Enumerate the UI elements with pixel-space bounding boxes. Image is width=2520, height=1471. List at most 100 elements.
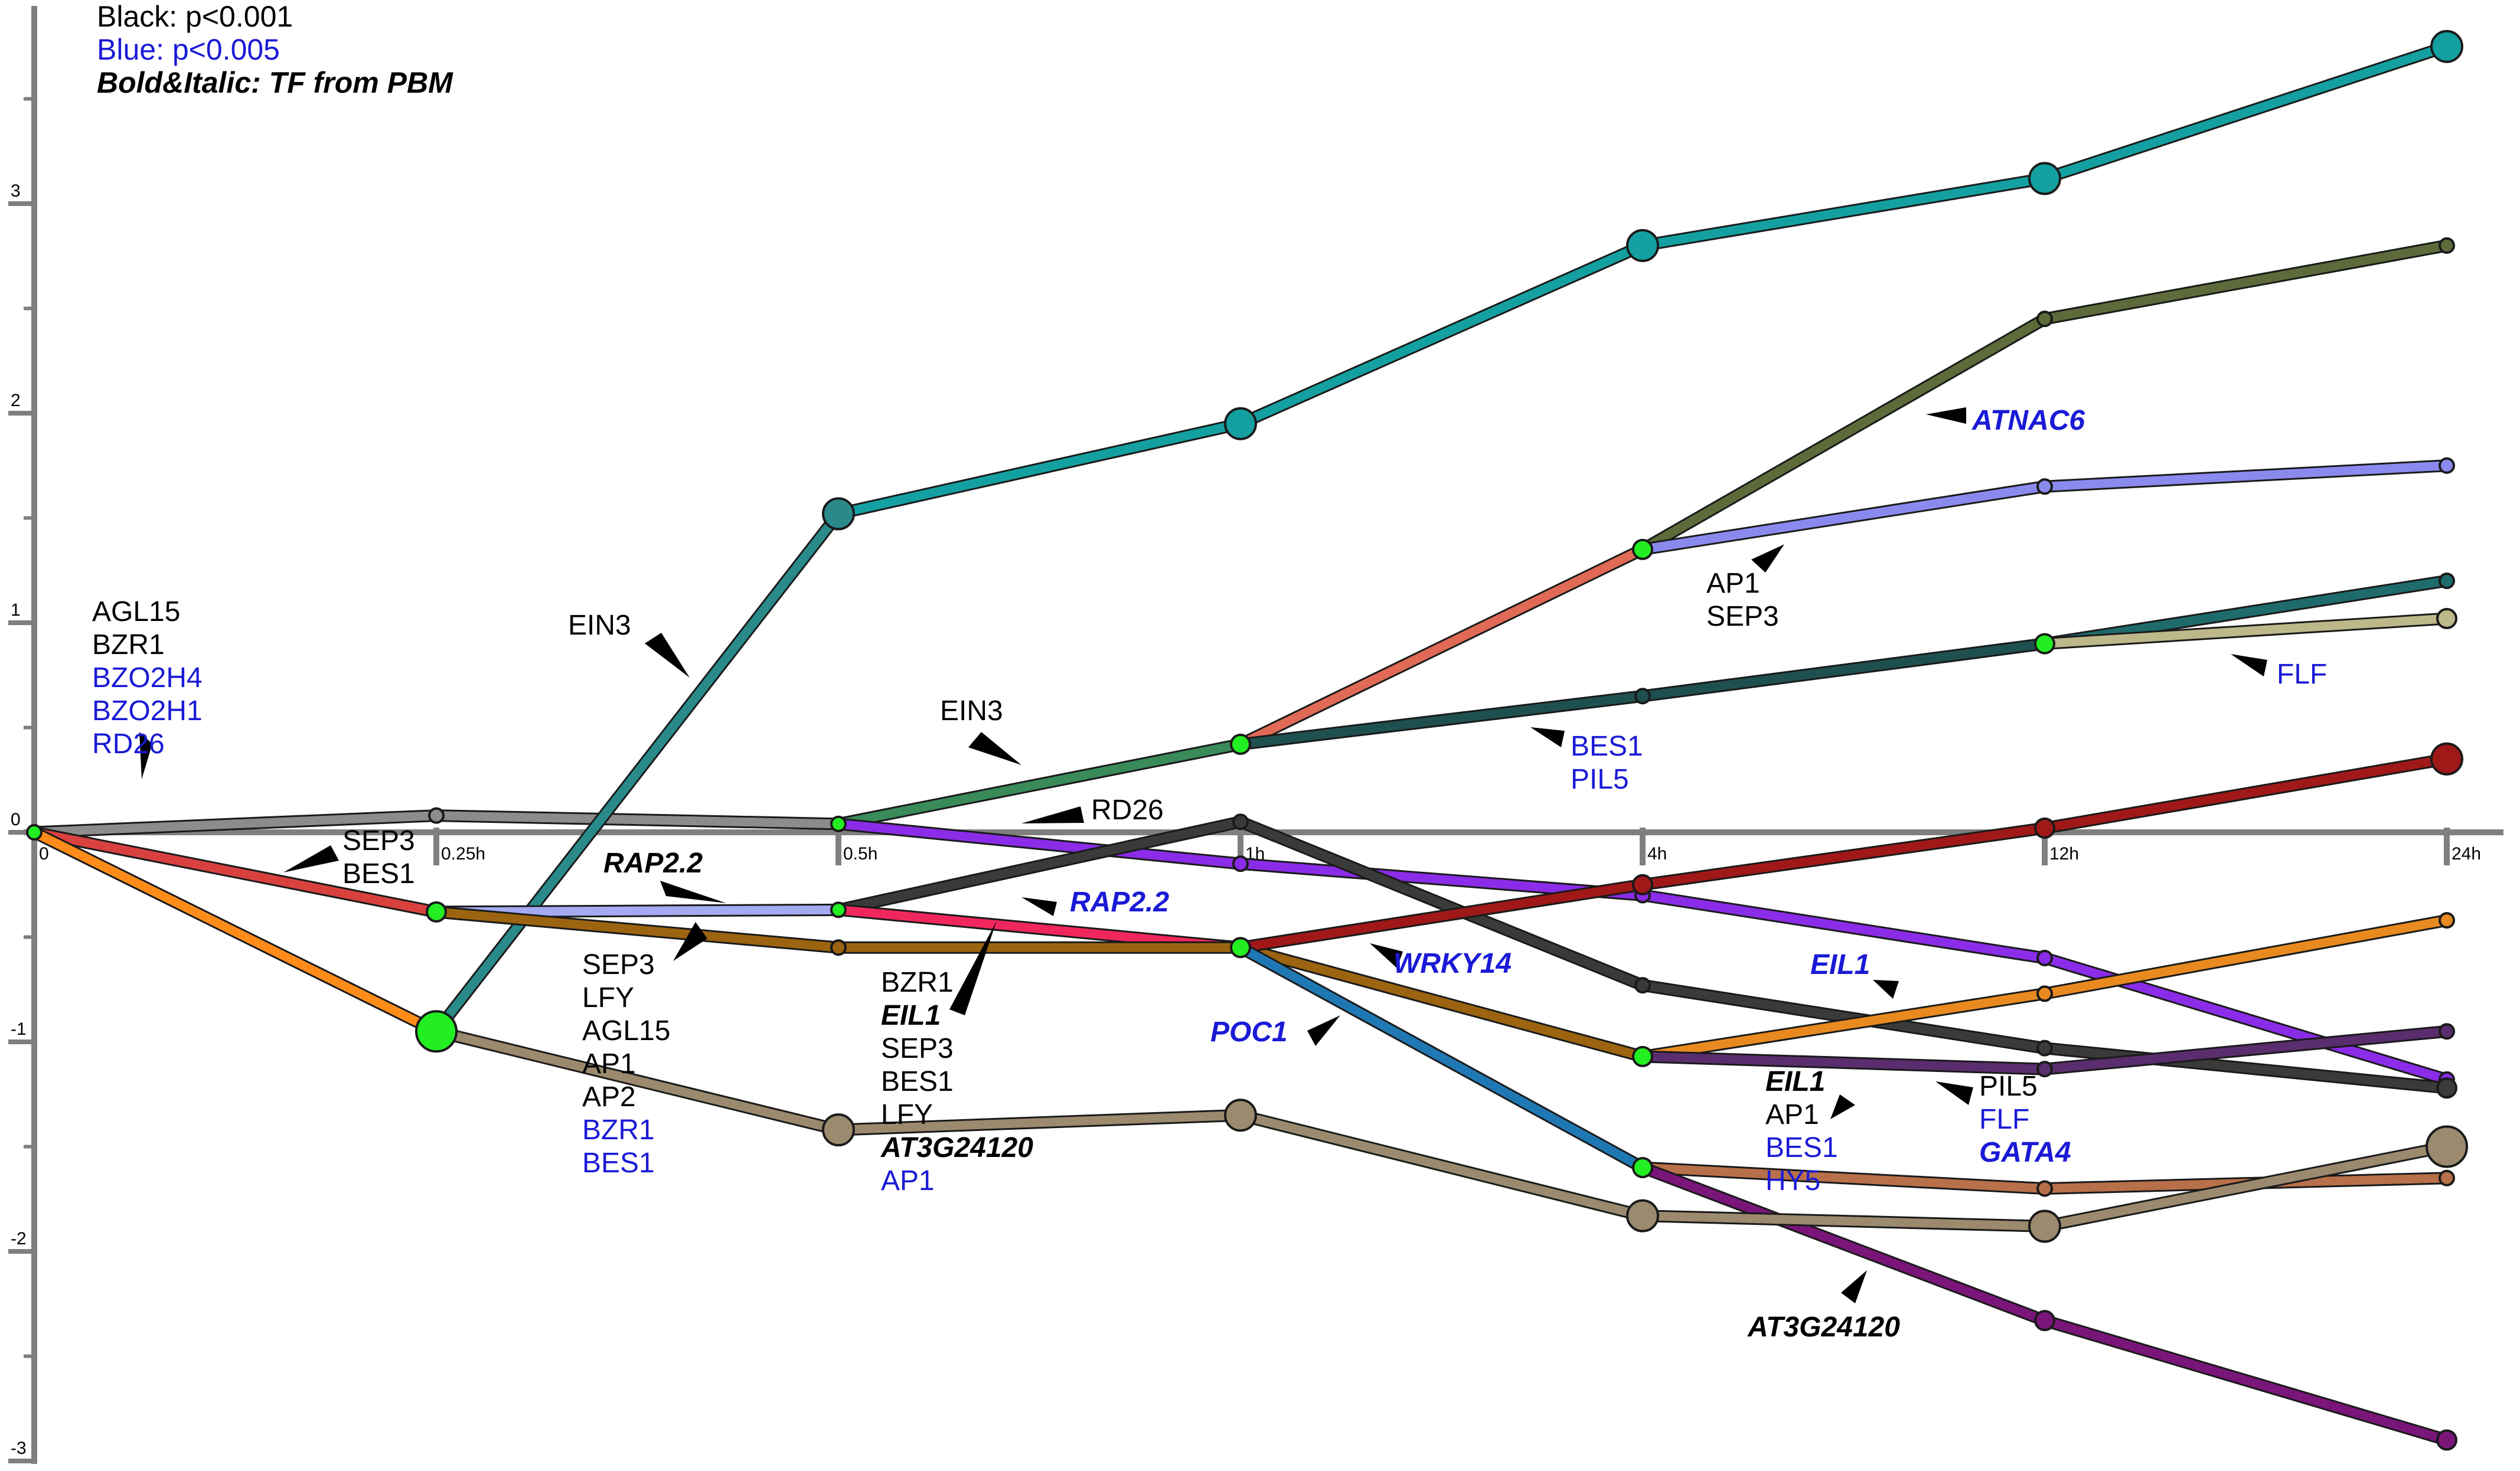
annotation-arrowhead bbox=[660, 881, 726, 903]
annotation-arrowhead bbox=[1530, 727, 1565, 747]
x-tick-label: 4h bbox=[1647, 844, 1667, 864]
data-point bbox=[426, 901, 447, 923]
annotation-arrowhead bbox=[1021, 806, 1084, 823]
data-point bbox=[822, 497, 855, 531]
annotation-arrowhead bbox=[139, 732, 152, 779]
x-tick-label: 0.5h bbox=[843, 844, 877, 864]
data-point bbox=[2036, 1039, 2053, 1057]
x-tick-label: 12h bbox=[2049, 844, 2079, 864]
series-line bbox=[834, 817, 1245, 914]
series-line bbox=[30, 828, 441, 1036]
data-point bbox=[2036, 1180, 2053, 1197]
annotation-arrowhead bbox=[968, 732, 1021, 765]
data-point bbox=[2028, 1210, 2061, 1243]
y-tick-label: -3 bbox=[11, 1439, 27, 1458]
data-point bbox=[1224, 407, 1257, 440]
data-point bbox=[2034, 633, 2055, 655]
annotation-arrowhead bbox=[1830, 1094, 1855, 1119]
data-point bbox=[1632, 538, 1653, 560]
data-point bbox=[1634, 977, 1651, 994]
series-line bbox=[2040, 576, 2452, 648]
data-point bbox=[2439, 237, 2455, 254]
x-tick-label: 0.25h bbox=[441, 844, 485, 864]
data-point bbox=[2436, 1429, 2457, 1451]
series-line bbox=[432, 509, 843, 1036]
annotation-arrowhead bbox=[1751, 544, 1784, 573]
data-point bbox=[428, 807, 445, 824]
series-line bbox=[1236, 880, 1647, 952]
series-line bbox=[1638, 980, 2049, 1053]
tf-label: BES1 bbox=[881, 1066, 954, 1097]
series-line bbox=[1236, 817, 1647, 990]
tf-label: FLF bbox=[2277, 659, 2327, 690]
tf-label: SEP3 bbox=[881, 1033, 954, 1064]
data-point bbox=[2436, 1077, 2457, 1099]
annotation-arrowhead bbox=[1926, 407, 1966, 424]
tf-label: EIL1 bbox=[1765, 1066, 1825, 1097]
data-point bbox=[1626, 1199, 1659, 1233]
series-line bbox=[1638, 989, 2049, 1061]
series-line bbox=[2040, 1044, 2452, 1093]
tf-label: GATA4 bbox=[1979, 1137, 2071, 1168]
tf-label: PIL5 bbox=[1571, 764, 1629, 795]
y-tick-label: 0 bbox=[11, 810, 21, 829]
data-point bbox=[1632, 1045, 1653, 1067]
series-line bbox=[1638, 1052, 2049, 1074]
series-line bbox=[1236, 943, 1647, 1061]
series-line bbox=[1638, 1163, 2049, 1193]
tf-label: RAP2.2 bbox=[1070, 887, 1169, 918]
tf-label: POC1 bbox=[1210, 1016, 1288, 1048]
tf-label: EIN3 bbox=[940, 695, 1003, 727]
data-point bbox=[1224, 1099, 1257, 1132]
tf-label: BES1 bbox=[342, 858, 415, 890]
legend-black: Black: p<0.001 bbox=[97, 0, 293, 33]
series-line bbox=[1638, 314, 2049, 554]
edges bbox=[28, 40, 2453, 1446]
series-line bbox=[834, 819, 1245, 868]
data-point bbox=[2426, 1125, 2468, 1168]
data-point bbox=[2028, 162, 2061, 195]
data-point bbox=[2034, 817, 2055, 839]
data-point bbox=[1634, 688, 1651, 705]
series-line bbox=[30, 828, 441, 917]
tf-label: FLF bbox=[1979, 1104, 2029, 1135]
data-point bbox=[1230, 733, 1251, 755]
data-point bbox=[830, 901, 847, 918]
data-point bbox=[830, 939, 847, 956]
annotation-arrowhead bbox=[1021, 897, 1057, 916]
data-point bbox=[2439, 573, 2455, 589]
series-line bbox=[2040, 1142, 2452, 1231]
tf-label: RD26 bbox=[1091, 795, 1164, 826]
tf-label: BZO2H4 bbox=[92, 662, 203, 694]
series-line bbox=[834, 419, 1245, 518]
tf-label: AP1 bbox=[1706, 568, 1760, 599]
series-line bbox=[834, 1110, 1245, 1135]
series-line bbox=[1638, 639, 2049, 701]
tf-label: PIL5 bbox=[1979, 1071, 2038, 1102]
series-line bbox=[1236, 943, 1647, 1172]
data-point bbox=[2036, 478, 2053, 495]
series-line bbox=[1236, 545, 1647, 749]
y-tick-label: 1 bbox=[11, 600, 21, 620]
data-point bbox=[822, 1113, 855, 1147]
series-line bbox=[2040, 1316, 2452, 1444]
tf-label: BZR1 bbox=[92, 629, 165, 661]
series-line bbox=[1638, 174, 2049, 250]
series-line bbox=[1638, 823, 2049, 890]
tf-label: BES1 bbox=[1765, 1132, 1838, 1163]
legend-bold-italic: Bold&Italic: TF from PBM bbox=[97, 66, 453, 99]
tf-label: AT3G24120 bbox=[880, 1132, 1033, 1163]
series-line bbox=[2040, 42, 2452, 183]
tf-label: LFY bbox=[582, 982, 634, 1014]
tf-label: SEP3 bbox=[1706, 601, 1779, 632]
tf-label: BZR1 bbox=[582, 1114, 655, 1146]
data-point bbox=[2036, 1061, 2053, 1078]
annotation-arrowhead bbox=[1841, 1270, 1867, 1303]
series-line bbox=[1638, 1163, 2049, 1325]
data-point bbox=[2439, 1169, 2455, 1186]
y-tick-label: -1 bbox=[11, 1019, 27, 1039]
series-line bbox=[2040, 1027, 2452, 1074]
legend-blue: Blue: p<0.005 bbox=[97, 33, 280, 66]
